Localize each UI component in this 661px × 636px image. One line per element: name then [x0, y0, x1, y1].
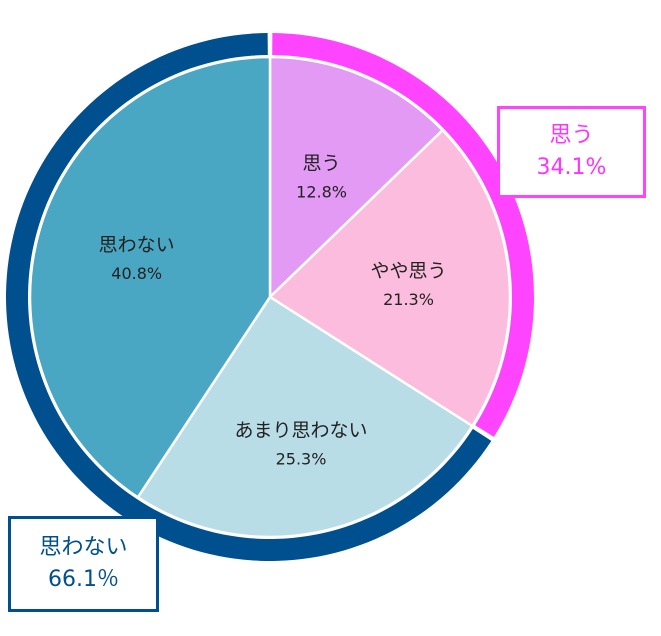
slice-somewhat-agree-value: 21.3%: [383, 290, 434, 309]
slice-somewhat-agree: [268, 129, 512, 428]
slice-somewhat-disagree: [136, 295, 474, 539]
slice-label-layer: 思う 12.8% やや思う 21.3% あまり思わない 25.3% 思わない 40.8%: [99, 152, 447, 468]
slice-agree-label: 思う: [303, 152, 341, 174]
callout-disagree-label: 思わない: [39, 535, 128, 561]
callout-disagree-value: 66.1％: [48, 567, 119, 592]
slice-somewhat-disagree-value: 25.3%: [276, 450, 327, 469]
group-ring-agree: [272, 33, 535, 437]
slice-layer: [28, 55, 512, 539]
group-ring-layer: [5, 33, 535, 561]
callout-agree-value: 34.1%: [536, 155, 607, 180]
slice-somewhat-agree-label: やや思う: [370, 260, 446, 282]
slice-agree-value: 12.8%: [296, 182, 347, 201]
slice-disagree: [28, 55, 272, 499]
slice-agree: [268, 55, 444, 299]
slice-somewhat-disagree-label: あまり思わない: [235, 420, 368, 442]
callout-agree-label: 思う: [549, 123, 594, 149]
slice-disagree-value: 40.8%: [111, 264, 162, 283]
slice-disagree-label: 思わない: [99, 234, 175, 256]
callout-disagree-total: 思わない 66.1％: [8, 516, 159, 612]
callout-agree-total: 思う 34.1%: [497, 106, 646, 198]
